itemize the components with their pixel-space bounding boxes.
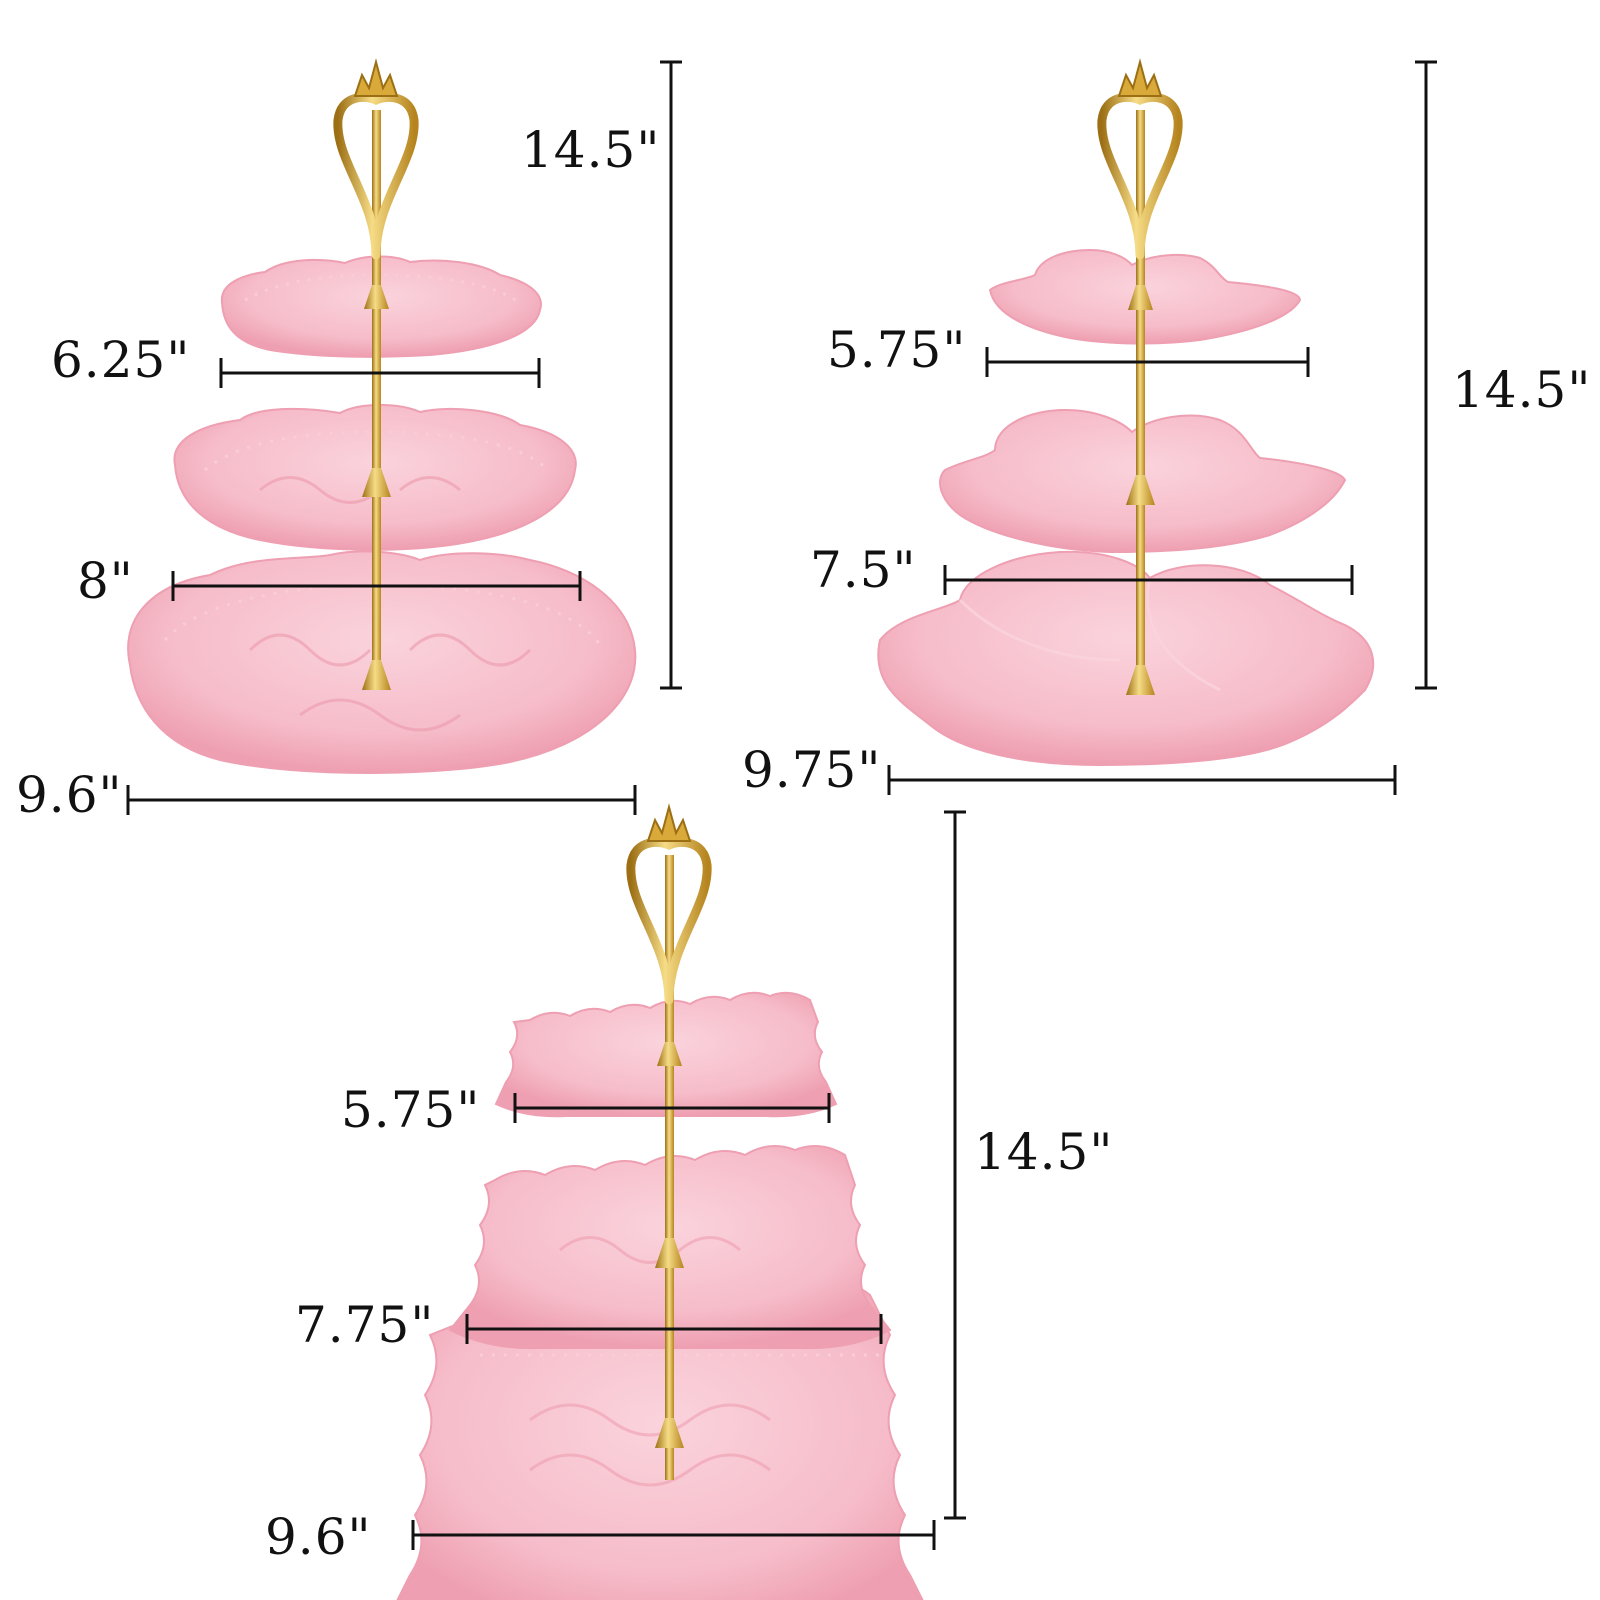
width-label-middle-tier: 7.5" — [810, 541, 917, 599]
dimension-rules — [126, 60, 1437, 1550]
width-label-middle-tier: 8" — [77, 552, 134, 610]
crown-handle-icon — [626, 803, 712, 1005]
width-label-middle-tier: 7.75" — [295, 1296, 435, 1354]
width-label-bottom-tier: 9.75" — [742, 741, 882, 799]
width-rule — [171, 571, 582, 601]
crown-handle-icon — [333, 58, 419, 260]
width-rule — [887, 765, 1397, 795]
petal-stand-rod — [1126, 110, 1155, 695]
stand-round-lace — [127, 58, 637, 774]
width-rule — [126, 785, 637, 815]
round-stand-rod — [362, 110, 391, 690]
stand-petal — [877, 58, 1375, 767]
petal-plate-bottom — [877, 550, 1375, 767]
stand-square-lace — [396, 803, 924, 1600]
crown-handle-icon — [1097, 58, 1183, 260]
width-label-bottom-tier: 9.6" — [16, 766, 123, 824]
height-label: 14.5" — [521, 121, 661, 179]
height-rule — [1415, 60, 1437, 690]
width-rule — [465, 1314, 883, 1344]
width-label-bottom-tier: 9.6" — [265, 1508, 372, 1566]
square-stand-rod — [655, 855, 684, 1480]
width-rule — [513, 1093, 831, 1123]
width-rule — [219, 358, 541, 388]
width-rule — [411, 1520, 936, 1550]
width-label-top-tier: 5.75" — [827, 321, 967, 379]
width-rule — [985, 347, 1310, 377]
height-rule — [944, 810, 966, 1520]
height-label: 14.5" — [974, 1123, 1114, 1181]
width-rule — [943, 565, 1354, 595]
height-label: 14.5" — [1452, 361, 1592, 419]
width-label-top-tier: 5.75" — [341, 1081, 481, 1139]
width-label-top-tier: 6.25" — [51, 331, 191, 389]
height-rule — [660, 60, 682, 690]
